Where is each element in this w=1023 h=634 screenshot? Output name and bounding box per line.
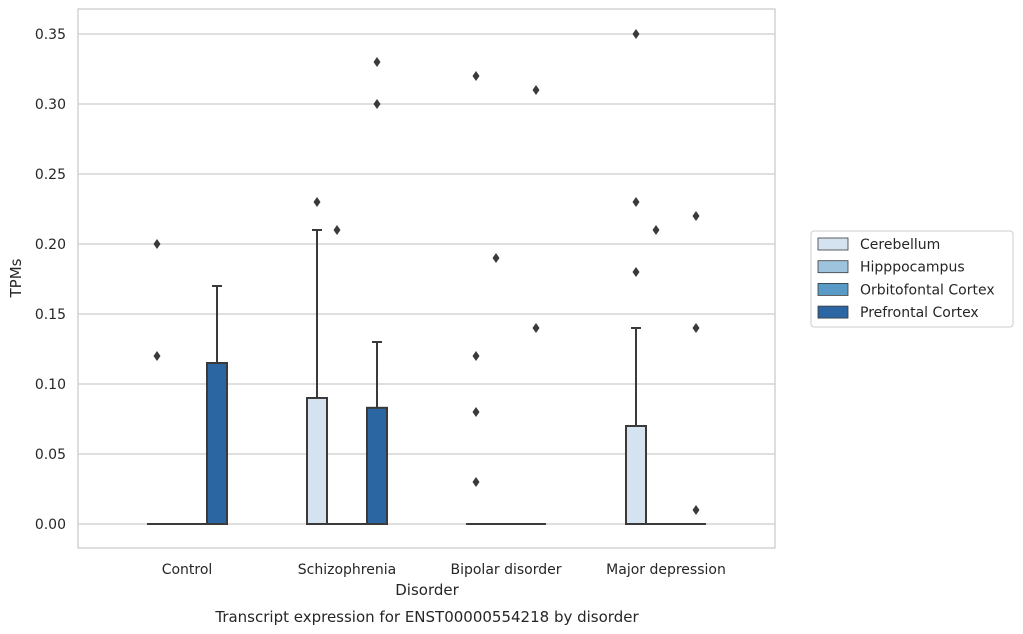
outlier-point — [313, 197, 321, 207]
x-tick-label: Control — [162, 562, 213, 578]
outlier-point — [373, 57, 381, 67]
box-group — [486, 253, 506, 525]
x-axis-ticks: Control Schizophrenia Bipolar disorder Majo… — [162, 562, 726, 578]
outlier-point — [472, 477, 480, 487]
legend-label: Hipppocampus — [860, 260, 965, 276]
x-tick-label: Bipolar disorder — [450, 562, 561, 578]
outlier-point — [652, 225, 660, 235]
box-group — [526, 85, 546, 525]
box-body — [366, 406, 388, 525]
y-tick-label: 0.20 — [35, 237, 66, 253]
legend-label: Prefrontal Cortex — [860, 305, 979, 321]
box-body — [306, 397, 328, 525]
outlier-point — [472, 351, 480, 361]
legend-frame — [810, 230, 1014, 328]
outlier-point — [472, 407, 480, 417]
grid-lines — [78, 33, 775, 525]
box-group — [686, 211, 706, 525]
x-tick-label: Schizophrenia — [298, 562, 396, 578]
box-group — [327, 225, 347, 525]
y-tick-label: 0.35 — [35, 27, 66, 43]
legend-swatch — [817, 305, 849, 319]
outlier-point — [692, 211, 700, 221]
outlier-point — [632, 197, 640, 207]
y-tick-label: 0.15 — [35, 307, 66, 323]
box-group — [366, 57, 388, 525]
y-tick-label: 0.00 — [35, 517, 66, 533]
x-tick-label: Major depression — [606, 562, 726, 578]
box-group — [306, 197, 328, 525]
y-tick-label: 0.10 — [35, 377, 66, 393]
plot-frame — [77, 8, 776, 549]
outlier-point — [333, 225, 341, 235]
box-body — [625, 425, 647, 525]
outlier-point — [153, 351, 161, 361]
outlier-point — [632, 267, 640, 277]
box-group — [147, 239, 167, 525]
legend: Cerebellum Hipppocampus Orbitofontal Corte… — [810, 230, 1014, 328]
outlier-point — [532, 323, 540, 333]
outlier-point — [692, 505, 700, 515]
box-group — [646, 225, 666, 525]
outlier-point — [532, 85, 540, 95]
legend-label: Cerebellum — [860, 237, 940, 253]
y-tick-label: 0.05 — [35, 447, 66, 463]
box-group — [206, 285, 228, 525]
chart-caption: Transcript expression for ENST0000055421… — [214, 608, 639, 626]
outlier-point — [373, 99, 381, 109]
legend-swatch — [817, 237, 849, 251]
boxes — [147, 29, 706, 525]
y-axis-label: TPMs — [7, 258, 25, 298]
legend-label: Orbitofontal Cortex — [860, 282, 995, 298]
y-tick-label: 0.25 — [35, 167, 66, 183]
outlier-point — [153, 239, 161, 249]
y-axis-ticks: 0.00 0.05 0.10 0.15 0.20 0.25 0.30 0.35 — [35, 27, 66, 533]
legend-swatch — [817, 260, 849, 274]
outlier-point — [472, 71, 480, 81]
outlier-point — [692, 323, 700, 333]
outlier-point — [492, 253, 500, 263]
outlier-point — [632, 29, 640, 39]
box-body — [206, 362, 228, 525]
box-group — [625, 29, 647, 525]
y-tick-label: 0.30 — [35, 97, 66, 113]
legend-swatch — [817, 282, 849, 296]
x-axis-label: Disorder — [395, 581, 459, 599]
box-group — [466, 71, 486, 525]
